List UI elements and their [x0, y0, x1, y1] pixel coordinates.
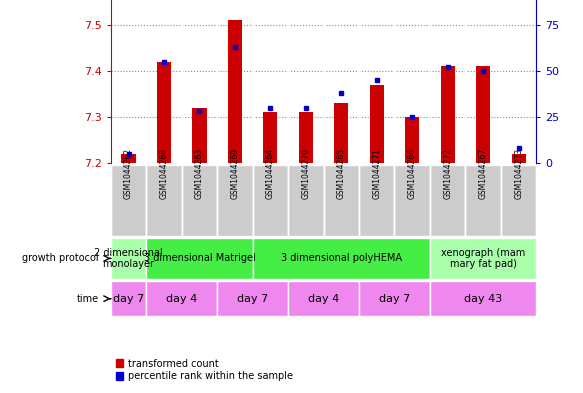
Bar [288, 165, 324, 236]
Bar [359, 165, 395, 236]
Bar [465, 165, 501, 236]
Text: day 4: day 4 [166, 294, 197, 304]
Text: xenograph (mam
mary fat pad): xenograph (mam mary fat pad) [441, 248, 525, 269]
Text: GSM1044271: GSM1044271 [373, 148, 381, 199]
Bar [511, 154, 526, 163]
Text: GSM1044273: GSM1044273 [514, 148, 523, 199]
Bar [217, 281, 288, 316]
Text: GSM1044263: GSM1044263 [195, 148, 204, 199]
Text: day 43: day 43 [464, 294, 503, 304]
Bar [111, 281, 146, 316]
Text: day 7: day 7 [379, 294, 410, 304]
Bar [288, 281, 359, 316]
Bar [395, 165, 430, 236]
Bar [146, 238, 252, 279]
Text: day 7: day 7 [113, 294, 144, 304]
Bar [334, 103, 349, 163]
Bar [111, 165, 146, 236]
Bar [430, 281, 536, 316]
Bar [501, 165, 536, 236]
Text: GSM1044268: GSM1044268 [160, 148, 168, 199]
Bar [192, 108, 206, 163]
Text: GSM1044269: GSM1044269 [230, 148, 240, 199]
Legend: transformed count, percentile rank within the sample: transformed count, percentile rank withi… [115, 358, 293, 382]
Bar [182, 165, 217, 236]
Text: GSM1044267: GSM1044267 [479, 148, 487, 199]
Bar [228, 20, 242, 163]
Bar [157, 61, 171, 163]
Text: GSM1044266: GSM1044266 [408, 148, 417, 199]
Bar [298, 112, 313, 163]
Text: GSM1044270: GSM1044270 [301, 148, 310, 199]
Bar [111, 238, 146, 279]
Text: GSM1044264: GSM1044264 [266, 148, 275, 199]
Text: growth protocol: growth protocol [23, 253, 99, 263]
Text: 2 dimensional
monolayer: 2 dimensional monolayer [94, 248, 163, 269]
Bar [217, 165, 252, 236]
Bar [324, 165, 359, 236]
Text: GSM1044265: GSM1044265 [337, 148, 346, 199]
Bar [405, 117, 419, 163]
Bar [430, 165, 465, 236]
Bar [146, 165, 182, 236]
Bar [370, 84, 384, 163]
Text: 3 dimensional Matrigel: 3 dimensional Matrigel [143, 253, 255, 263]
Bar [252, 238, 430, 279]
Bar [441, 66, 455, 163]
Text: GSM1044272: GSM1044272 [443, 148, 452, 199]
Bar [359, 281, 430, 316]
Text: time: time [77, 294, 99, 304]
Bar [252, 165, 288, 236]
Bar [146, 281, 217, 316]
Text: day 4: day 4 [308, 294, 339, 304]
Text: day 7: day 7 [237, 294, 268, 304]
Bar [430, 238, 536, 279]
Bar [121, 154, 136, 163]
Bar [264, 112, 278, 163]
Bar [476, 66, 490, 163]
Text: GSM1044262: GSM1044262 [124, 148, 133, 199]
Text: 3 dimensional polyHEMA: 3 dimensional polyHEMA [281, 253, 402, 263]
